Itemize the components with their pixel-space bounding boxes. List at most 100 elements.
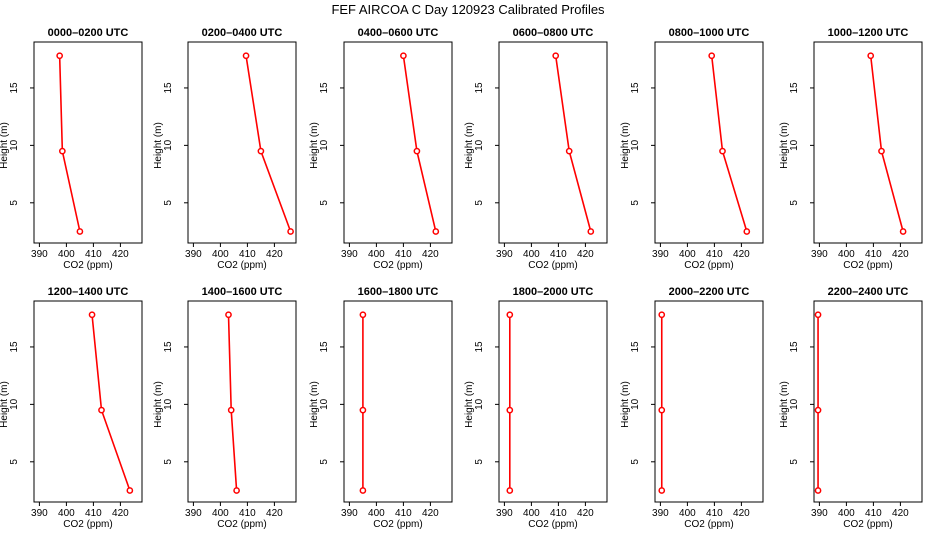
profile-point xyxy=(98,406,105,414)
x-tick-label: 420 xyxy=(577,249,594,260)
x-tick-label: 420 xyxy=(266,508,283,519)
plot-frame xyxy=(654,300,764,503)
x-tick-label: 410 xyxy=(239,249,256,260)
panel-title: 1000–1200 UTC xyxy=(828,27,909,39)
y-tick-label: 10 xyxy=(789,398,800,410)
x-axis-label: CO2 (ppm) xyxy=(63,519,112,530)
y-tick-label: 10 xyxy=(789,139,800,151)
x-axis-label: CO2 (ppm) xyxy=(528,519,577,530)
profile-point xyxy=(413,147,421,155)
x-axis-label: CO2 (ppm) xyxy=(217,260,266,271)
profile-point xyxy=(587,228,595,235)
profile-point xyxy=(59,147,66,155)
x-tick-label: 390 xyxy=(652,508,669,519)
x-tick-label: 390 xyxy=(31,249,48,260)
plot-frame xyxy=(33,41,143,244)
profile-point xyxy=(257,147,265,155)
profile-point xyxy=(227,406,235,414)
y-tick-label: 15 xyxy=(163,82,174,94)
y-tick-label: 10 xyxy=(474,139,485,151)
x-tick-label: 410 xyxy=(865,508,882,519)
y-tick-label: 15 xyxy=(630,341,641,353)
y-tick-label: 10 xyxy=(9,139,20,151)
x-tick-label: 410 xyxy=(239,508,256,519)
y-tick-label: 5 xyxy=(789,200,800,206)
panel-title: 0000–0200 UTC xyxy=(48,27,129,39)
panel-title: 1200–1400 UTC xyxy=(48,286,129,298)
y-tick-label: 15 xyxy=(474,82,485,94)
y-tick-label: 10 xyxy=(474,398,485,410)
y-axis-label: Height (m) xyxy=(464,381,475,428)
x-tick-label: 420 xyxy=(422,508,439,519)
y-tick-label: 5 xyxy=(630,200,641,206)
x-tick-label: 400 xyxy=(368,508,385,519)
profile-point xyxy=(506,311,514,319)
y-tick-label: 10 xyxy=(163,398,174,410)
plot-frame xyxy=(33,300,143,503)
x-axis-label: CO2 (ppm) xyxy=(684,260,733,271)
y-axis-label: Height (m) xyxy=(464,122,475,169)
plot-frame xyxy=(813,41,923,244)
y-tick-label: 10 xyxy=(630,398,641,410)
x-tick-label: 400 xyxy=(679,508,696,519)
profile-point xyxy=(359,487,367,494)
profile-point xyxy=(814,487,822,494)
y-axis-label: Height (m) xyxy=(153,381,164,428)
panel-title: 0600–0800 UTC xyxy=(513,27,594,39)
panel-title: 0800–1000 UTC xyxy=(669,27,750,39)
y-tick-label: 15 xyxy=(163,341,174,353)
y-axis-label: Height (m) xyxy=(309,381,320,428)
y-tick-label: 10 xyxy=(630,139,641,151)
profile-line xyxy=(710,55,748,232)
x-tick-label: 410 xyxy=(706,249,723,260)
y-axis-label: Height (m) xyxy=(309,122,320,169)
y-tick-label: 15 xyxy=(789,341,800,353)
profile-point xyxy=(76,228,84,235)
panel-title: 2000–2200 UTC xyxy=(669,286,750,298)
profile-line xyxy=(402,55,437,232)
x-tick-label: 390 xyxy=(341,249,358,260)
x-tick-label: 390 xyxy=(496,508,513,519)
x-tick-label: 410 xyxy=(85,508,102,519)
figure-title: FEF AIRCOA C Day 120923 Calibrated Profi… xyxy=(331,2,605,17)
y-axis-label: Height (m) xyxy=(0,122,10,169)
x-axis-label: CO2 (ppm) xyxy=(528,260,577,271)
plot-frame xyxy=(343,41,453,244)
x-tick-label: 400 xyxy=(368,249,385,260)
x-tick-label: 390 xyxy=(811,249,828,260)
x-tick-label: 390 xyxy=(185,508,202,519)
x-tick-label: 390 xyxy=(652,249,669,260)
profile-point xyxy=(88,311,96,319)
profile-line xyxy=(554,55,592,232)
y-tick-label: 10 xyxy=(9,398,20,410)
y-tick-label: 5 xyxy=(630,459,641,465)
x-tick-label: 410 xyxy=(85,249,102,260)
x-tick-label: 410 xyxy=(395,249,412,260)
x-tick-label: 390 xyxy=(811,508,828,519)
y-axis-label: Height (m) xyxy=(0,381,10,428)
x-axis-label: CO2 (ppm) xyxy=(843,519,892,530)
plot-frame xyxy=(343,300,453,503)
panel-title: 0200–0400 UTC xyxy=(202,27,283,39)
x-tick-label: 420 xyxy=(422,249,439,260)
x-tick-label: 400 xyxy=(838,508,855,519)
x-tick-label: 420 xyxy=(112,508,129,519)
plot-frame xyxy=(498,41,608,244)
profile-point xyxy=(814,311,822,319)
y-tick-label: 15 xyxy=(319,82,330,94)
profile-point xyxy=(400,52,407,60)
y-axis-label: Height (m) xyxy=(620,122,631,169)
x-axis-label: CO2 (ppm) xyxy=(217,519,266,530)
x-tick-label: 390 xyxy=(185,249,202,260)
profile-point xyxy=(225,311,232,319)
profile-point xyxy=(899,228,907,235)
x-tick-label: 420 xyxy=(733,508,750,519)
profile-line xyxy=(58,55,81,232)
